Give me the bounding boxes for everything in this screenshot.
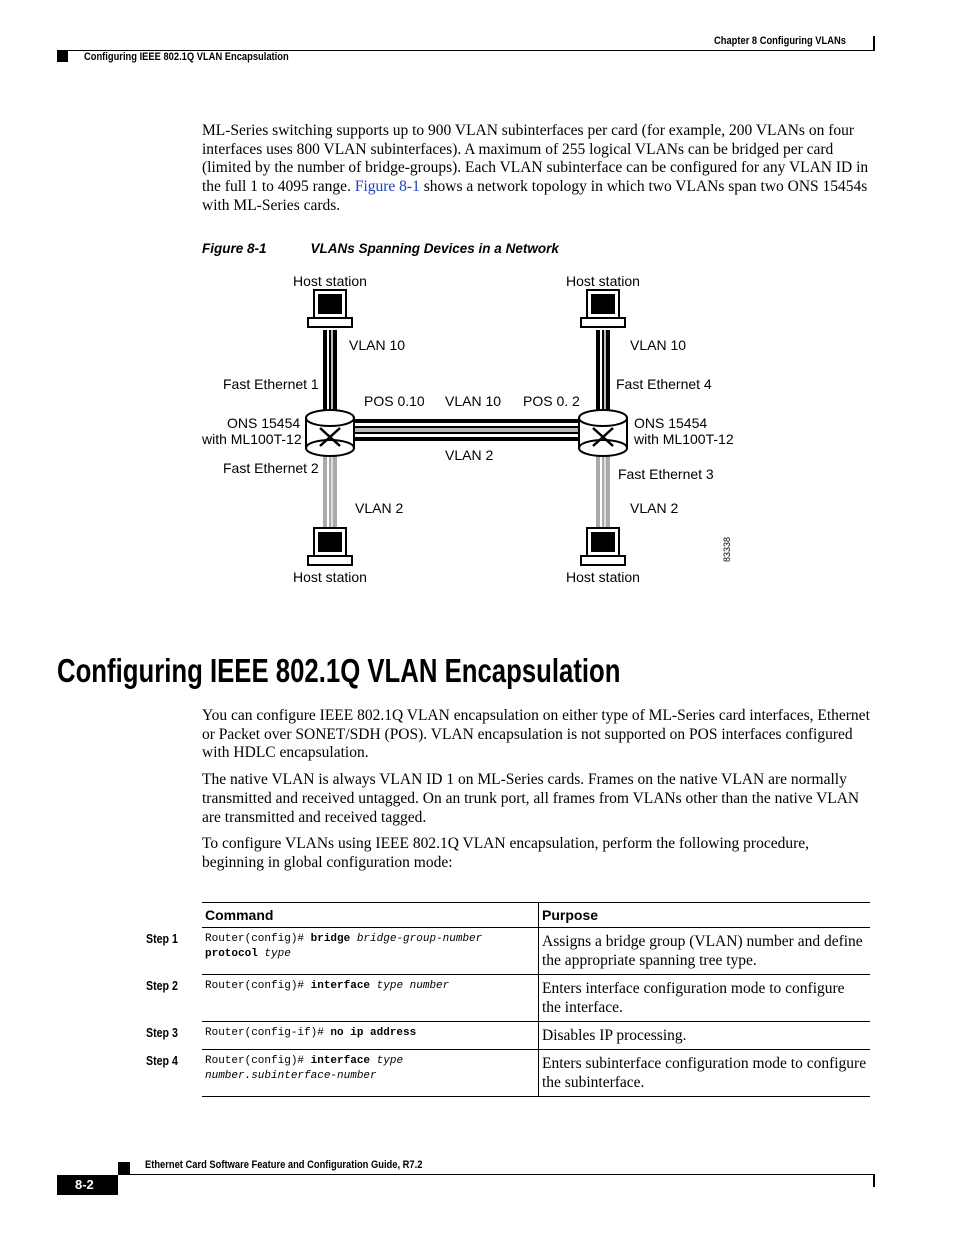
diagram-label: Host station	[566, 569, 640, 585]
paragraph: You can configure IEEE 802.1Q VLAN encap…	[202, 707, 870, 762]
header-rule	[68, 50, 875, 51]
command-segment: bridge	[310, 933, 351, 945]
command-cell: Router(config)# bridge bridge-group-numb…	[202, 927, 539, 975]
command-cell: Router(config)# interface type number	[202, 974, 539, 1022]
figure-label: Figure 8-1	[202, 241, 267, 256]
diagram-label: VLAN 2	[355, 500, 404, 516]
table-header: Purpose	[538, 902, 870, 928]
section-body: You can configure IEEE 802.1Q VLAN encap…	[202, 707, 874, 873]
table-row: Router(config)# interface type number Ent…	[202, 974, 870, 1022]
host-stations	[307, 289, 626, 566]
purpose-cell: Assigns a bridge group (VLAN) number and…	[538, 927, 870, 975]
diagram-label: POS 0.10	[364, 393, 425, 409]
section-title: Configuring IEEE 802.1Q VLAN Encapsulati…	[84, 51, 289, 63]
diagram-label: VLAN 2	[630, 500, 679, 516]
diagram-label: with ML100T-12	[202, 431, 302, 447]
table-header: Command	[202, 902, 539, 928]
diagram-label: Fast Ethernet 2	[223, 460, 319, 476]
command-segment: Router(config)#	[205, 1055, 311, 1067]
command-segment: Router(config-if)#	[205, 1027, 331, 1039]
page-number-box	[57, 1175, 118, 1195]
diagram-label: ONS 15454	[634, 415, 708, 431]
diagram-label: VLAN 10	[630, 337, 687, 353]
purpose-cell: Disables IP processing.	[538, 1021, 870, 1050]
figure-link[interactable]: Figure 8-1	[354, 178, 420, 196]
diagram-label: with ML100T-12	[634, 431, 734, 447]
step-label: Step 3	[146, 1025, 178, 1040]
diagram-label: VLAN 10	[445, 393, 502, 409]
figure-caption: Figure 8-1 VLANs Spanning Devices in a Ne…	[202, 241, 559, 256]
diagram-label: Fast Ethernet 1	[223, 376, 319, 392]
command-cell: Router(config)# interface type number.su…	[202, 1049, 539, 1097]
footer-rule	[118, 1174, 875, 1175]
table-row: Router(config-if)# no ip address Disables…	[202, 1021, 870, 1050]
diagram-label: Fast Ethernet 4	[616, 376, 712, 392]
text: ML-Series switching supports up to 900 V…	[202, 122, 869, 196]
command-segment: Router(config)#	[205, 933, 311, 945]
command-cell: Router(config-if)# no ip address	[202, 1021, 539, 1050]
chapter-title: Chapter 8 Configuring VLANs	[714, 35, 846, 47]
section-heading: Configuring IEEE 802.1Q VLAN Encapsulati…	[57, 652, 621, 689]
guide-title: Ethernet Card Software Feature and Confi…	[145, 1159, 423, 1171]
footer-tick	[873, 1175, 875, 1187]
links	[323, 330, 610, 530]
paragraph: To configure VLANs using IEEE 802.1Q VLA…	[202, 835, 810, 871]
diagram-shapes	[305, 289, 628, 566]
command-segment: protocol	[205, 948, 258, 960]
procedure-table: Command Purpose Router(config)# bridge br…	[202, 902, 870, 1097]
header-tick	[873, 36, 875, 50]
diagram-label: Host station	[566, 273, 640, 289]
network-diagram	[305, 289, 628, 566]
figure-id: 83338	[722, 536, 732, 562]
command-segment: type number	[370, 980, 450, 992]
command-segment: Router(config)#	[205, 980, 311, 992]
diagram-label: Host station	[293, 273, 367, 289]
purpose-cell: Enters subinterface configuration mode t…	[538, 1049, 870, 1097]
diagram-label: Host station	[293, 569, 367, 585]
table-row: Router(config)# bridge bridge-group-numb…	[202, 927, 870, 975]
diagram-label: POS 0. 2	[523, 393, 580, 409]
command-segment: interface	[310, 980, 371, 992]
command-segment: type	[257, 948, 291, 960]
step-label: Step 4	[146, 1053, 178, 1068]
intro-paragraph: ML-Series switching supports up to 900 V…	[202, 122, 874, 216]
figure-title: VLANs Spanning Devices in a Network	[310, 241, 559, 256]
diagram-label: Fast Ethernet 3	[618, 466, 714, 482]
footer-marker	[118, 1162, 130, 1174]
routers	[305, 409, 628, 457]
command-segment: interface	[310, 1055, 371, 1067]
diagram-label: VLAN 2	[445, 447, 494, 463]
text: shows a network topology in which two VL…	[202, 178, 868, 214]
diagram-label: ONS 15454	[227, 415, 301, 431]
page-number: 8-2	[75, 1177, 94, 1192]
header-marker	[57, 50, 68, 62]
step-label: Step 2	[146, 978, 178, 993]
table-body: Router(config)# bridge bridge-group-numb…	[202, 927, 870, 1097]
paragraph: The native VLAN is always VLAN ID 1 on M…	[202, 771, 860, 826]
table-row: Router(config)# interface type number.su…	[202, 1049, 870, 1097]
command-segment: type number.subinterface-number	[205, 1055, 404, 1082]
command-segment: no ip address	[330, 1027, 417, 1039]
command-segment: bridge-group-number	[350, 933, 483, 945]
step-label: Step 1	[146, 931, 178, 946]
purpose-cell: Enters interface configuration mode to c…	[538, 974, 870, 1022]
diagram-label: VLAN 10	[349, 337, 406, 353]
